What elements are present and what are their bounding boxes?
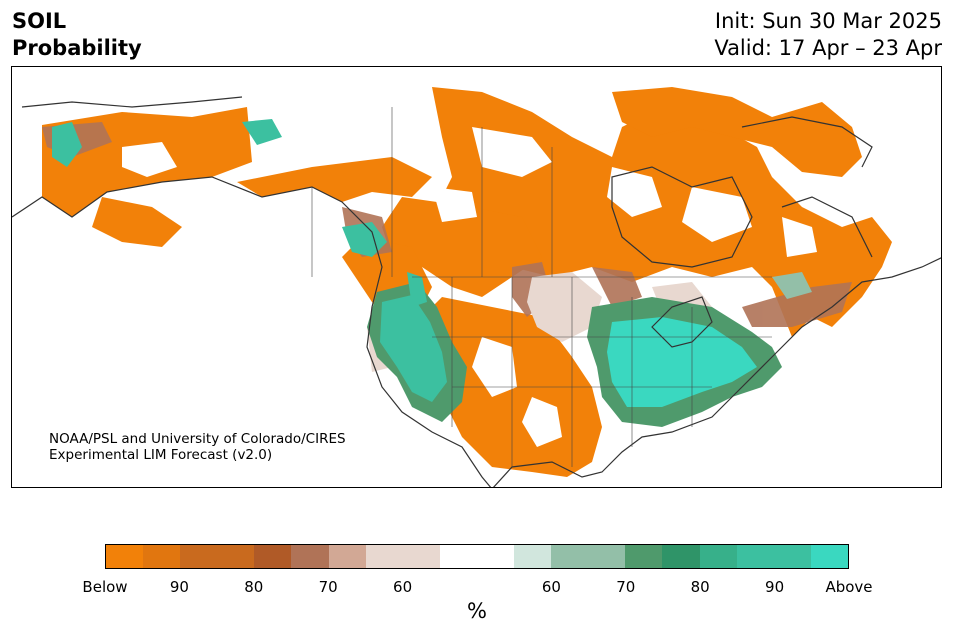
credit-line-2: Experimental LIM Forecast (v2.0) bbox=[49, 447, 273, 463]
colorbar-segment bbox=[810, 545, 848, 568]
map-title: SOIL Probability bbox=[12, 8, 142, 62]
colorbar-tick-label: 90 bbox=[169, 578, 189, 596]
colorbar-tick-label: 80 bbox=[244, 578, 264, 596]
colorbar-segment bbox=[514, 545, 552, 568]
boundaries bbox=[12, 96, 941, 487]
init-date: Init: Sun 30 Mar 2025 bbox=[714, 9, 942, 33]
colorbar-segment bbox=[365, 545, 440, 568]
colorbar-unit: % bbox=[467, 599, 487, 623]
title-line-2: Probability bbox=[12, 36, 142, 60]
colorbar-segment bbox=[551, 545, 626, 568]
colorbar-tick-label: 70 bbox=[318, 578, 338, 596]
colorbar-segment bbox=[291, 545, 329, 568]
colorbar-ticks: Below 90 80 70 60 60 70 80 90 Above bbox=[82, 578, 872, 598]
above-normal-areas bbox=[52, 119, 812, 427]
colorbar-segment bbox=[625, 545, 663, 568]
colorbar-segment bbox=[736, 545, 811, 568]
colorbar bbox=[105, 544, 849, 569]
valid-date: Valid: 17 Apr – 23 Apr bbox=[714, 36, 942, 60]
colorbar-segment bbox=[662, 545, 700, 568]
colorbar-segment bbox=[143, 545, 181, 568]
forecast-dates: Init: Sun 30 Mar 2025 Valid: 17 Apr – 23… bbox=[714, 8, 942, 62]
colorbar-segment bbox=[439, 545, 515, 568]
near-normal-areas bbox=[122, 107, 817, 447]
colorbar-segment bbox=[328, 545, 366, 568]
colorbar-tick-label: 60 bbox=[541, 578, 561, 596]
forecast-map bbox=[11, 66, 942, 488]
colorbar-tick-label: 60 bbox=[393, 578, 413, 596]
below-normal-areas bbox=[42, 87, 892, 477]
title-line-1: SOIL bbox=[12, 9, 67, 33]
colorbar-tick-label: 90 bbox=[765, 578, 785, 596]
colorbar-tick-label: Above bbox=[825, 578, 873, 596]
credit-line-1: NOAA/PSL and University of Colorado/CIRE… bbox=[49, 431, 346, 447]
map-canvas bbox=[12, 87, 941, 487]
colorbar-tick-label: 80 bbox=[690, 578, 710, 596]
colorbar-segment bbox=[699, 545, 737, 568]
colorbar-segment bbox=[106, 545, 144, 568]
colorbar-segment bbox=[254, 545, 292, 568]
state-lines bbox=[311, 107, 772, 467]
colorbar-tick-label: 70 bbox=[616, 578, 636, 596]
credit-text: NOAA/PSL and University of Colorado/CIRE… bbox=[49, 431, 346, 463]
colorbar-segment bbox=[180, 545, 255, 568]
colorbar-tick-label: Below bbox=[82, 578, 128, 596]
